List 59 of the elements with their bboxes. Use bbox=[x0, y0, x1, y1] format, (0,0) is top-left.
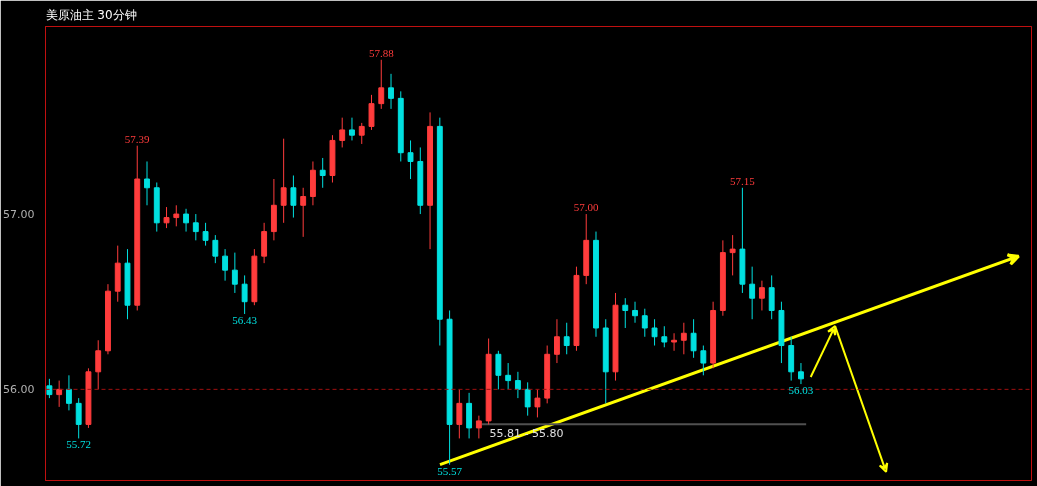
annotation: 57.00 bbox=[573, 201, 600, 214]
y-tick-label: 56.00 bbox=[3, 383, 35, 397]
candlestick bbox=[231, 252, 238, 294]
candlestick bbox=[680, 322, 687, 355]
candlestick bbox=[524, 381, 531, 417]
annotation: 55.57 bbox=[437, 464, 463, 477]
candlestick bbox=[65, 374, 72, 411]
candlestick bbox=[349, 117, 355, 141]
candlestick bbox=[505, 362, 512, 390]
chart-title: 美原油主 30分钟 bbox=[45, 7, 137, 22]
candlestick bbox=[534, 388, 541, 418]
candlestick bbox=[319, 157, 326, 189]
candlestick bbox=[456, 388, 463, 439]
candlestick bbox=[144, 160, 150, 206]
candlestick bbox=[368, 94, 375, 131]
candlestick bbox=[700, 345, 707, 376]
candlestick bbox=[56, 380, 63, 408]
candlestick bbox=[407, 139, 414, 180]
candlestick bbox=[163, 206, 170, 229]
candlestick bbox=[222, 248, 229, 282]
annotation: 55.72 bbox=[66, 438, 92, 451]
candlestick bbox=[300, 187, 307, 238]
candlestick bbox=[554, 318, 560, 364]
candlestick bbox=[339, 117, 346, 148]
candlestick bbox=[192, 213, 199, 241]
annotation: 56.03 bbox=[788, 384, 814, 397]
candlestick bbox=[671, 332, 678, 352]
candlestick bbox=[173, 204, 180, 227]
candlestick bbox=[768, 274, 775, 320]
candlestick bbox=[475, 415, 482, 439]
candlestick bbox=[241, 274, 248, 315]
candlestick bbox=[798, 362, 804, 385]
candlestick bbox=[651, 318, 658, 347]
annotation: 55.81 - 55.80 bbox=[489, 427, 564, 441]
candlestick bbox=[280, 138, 287, 224]
candlestick bbox=[622, 297, 629, 329]
candlestick bbox=[690, 318, 697, 359]
candlestick bbox=[358, 122, 365, 145]
candlestick bbox=[749, 266, 756, 320]
candlestick bbox=[212, 234, 219, 264]
annotation: 56.43 bbox=[232, 313, 258, 326]
candlestick bbox=[290, 175, 297, 219]
annotation: 57.88 bbox=[368, 46, 395, 59]
candlestick bbox=[632, 301, 638, 324]
candlestick bbox=[388, 73, 394, 110]
candlestick bbox=[183, 208, 189, 233]
candlestick bbox=[95, 339, 102, 390]
candlestick bbox=[75, 397, 82, 439]
annotation: 57.15 bbox=[730, 174, 756, 187]
annotation: 57.39 bbox=[124, 132, 151, 145]
candlestick bbox=[729, 234, 736, 276]
candlestick bbox=[758, 280, 765, 311]
candlestick bbox=[495, 350, 502, 390]
candlestick bbox=[661, 325, 668, 348]
candlestick bbox=[514, 371, 521, 399]
candlestick bbox=[378, 59, 385, 110]
candlestick bbox=[563, 322, 570, 355]
candlestick bbox=[202, 222, 209, 247]
candlestick bbox=[641, 308, 648, 338]
